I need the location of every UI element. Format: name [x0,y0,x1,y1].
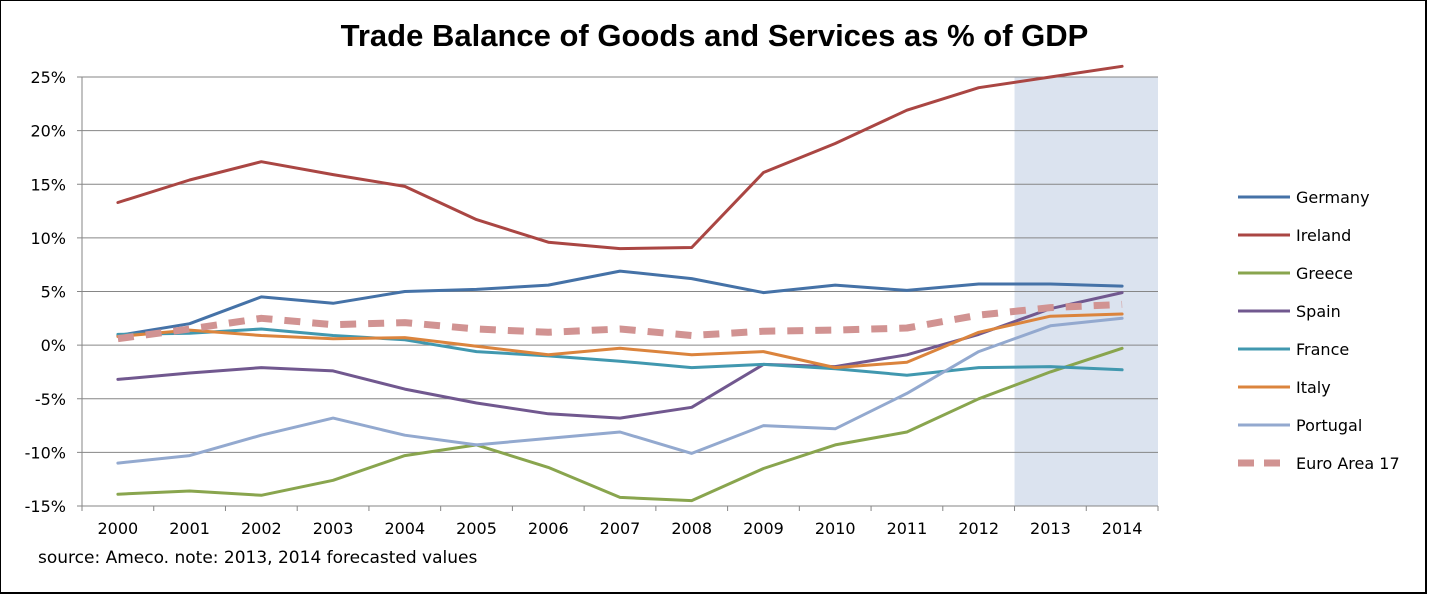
legend-label: France [1296,340,1349,359]
series-line-france [116,327,1124,377]
series-line-portugal [116,316,1124,465]
x-tick-label: 2013 [1030,519,1071,538]
x-tick-label: 2008 [671,519,712,538]
legend-label: Spain [1296,302,1341,321]
y-tick-label: -15% [25,497,66,516]
series-line-euro-area-17 [117,300,1123,343]
legend-label: Portugal [1296,416,1362,435]
x-tick-label: 2011 [887,519,928,538]
chart-title: Trade Balance of Goods and Services as %… [340,18,1089,53]
x-tick-label: 2001 [169,519,210,538]
y-tick-label: -10% [25,443,66,462]
y-tick-label: 15% [30,175,66,194]
x-tick-label: 2003 [313,519,354,538]
y-tick-label: 5% [41,283,66,302]
legend-label: Italy [1296,378,1331,397]
x-tick-label: 2006 [528,519,569,538]
legend-label: Euro Area 17 [1296,454,1400,473]
y-tick-label: 25% [30,68,66,87]
x-tick-label: 2012 [958,519,999,538]
x-tick-label: 2010 [815,519,856,538]
x-tick-label: 2004 [384,519,425,538]
series-line-germany [116,269,1124,337]
x-tick-label: 2007 [600,519,641,538]
y-tick-label: 10% [30,229,66,248]
legend-label: Ireland [1296,226,1351,245]
legend-label: Greece [1296,264,1353,283]
y-tick-label: -5% [35,390,66,409]
series-line-ireland [116,64,1124,251]
y-tick-label: 20% [30,122,66,141]
source-note: source: Ameco. note: 2013, 2014 forecast… [38,548,478,568]
series-line-greece [116,346,1124,503]
x-tick-label: 2014 [1102,519,1143,538]
y-tick-label: 0% [41,336,66,355]
x-tick-label: 2002 [241,519,282,538]
x-tick-label: 2000 [98,519,139,538]
legend-label: Germany [1296,188,1370,207]
x-tick-label: 2009 [743,519,784,538]
x-tick-label: 2005 [456,519,497,538]
series-line-italy [116,312,1124,370]
